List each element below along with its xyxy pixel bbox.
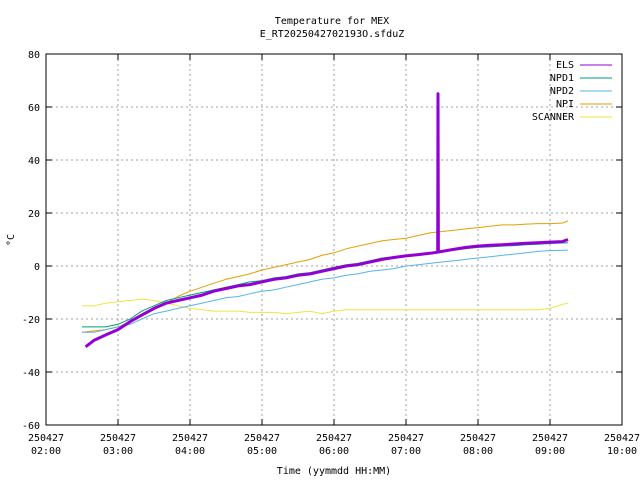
- y-tick-label: 60: [28, 103, 40, 114]
- legend-label-els: ELS: [556, 60, 574, 71]
- series-line-npd2: [82, 249, 569, 333]
- x-tick-time: 05:00: [247, 446, 277, 457]
- x-axis-ticks: 250427 02:00 250427 03:00 250427 04:00 250427 0…: [28, 54, 640, 457]
- x-tick-date: 250427: [316, 433, 352, 444]
- y-axis-label: °C: [6, 234, 17, 246]
- chart-title: Temperature for MEX: [275, 16, 389, 27]
- grid-lines: [46, 54, 622, 425]
- x-tick-date: 250427: [100, 433, 136, 444]
- x-tick-time: 10:00: [607, 446, 637, 457]
- y-tick-label: -60: [22, 421, 40, 432]
- x-tick-time: 09:00: [535, 446, 565, 457]
- plot-frame: [45, 53, 623, 426]
- y-tick-label: -20: [22, 315, 40, 326]
- x-tick-date: 250427: [388, 433, 424, 444]
- x-tick-time: 02:00: [31, 446, 61, 457]
- legend: ELS NPD1 NPD2 NPI SCANNER: [532, 60, 612, 123]
- x-tick-date: 250427: [28, 433, 64, 444]
- x-tick-time: 07:00: [391, 446, 421, 457]
- data-series: [81, 92, 569, 348]
- series-line-els: [84, 92, 569, 348]
- x-tick-time: 06:00: [319, 446, 349, 457]
- x-tick-date: 250427: [460, 433, 496, 444]
- legend-label-scanner: SCANNER: [532, 112, 575, 123]
- x-tick-date: 250427: [604, 433, 640, 444]
- y-tick-label: 20: [28, 209, 40, 220]
- y-tick-label: 40: [28, 156, 40, 167]
- x-tick-time: 04:00: [175, 446, 205, 457]
- x-tick-time: 03:00: [103, 446, 133, 457]
- x-tick-date: 250427: [244, 433, 280, 444]
- x-tick-date: 250427: [172, 433, 208, 444]
- legend-label-npd2: NPD2: [550, 86, 574, 97]
- series-line-npi: [81, 220, 569, 333]
- x-axis-label: Time (yymmdd HH:MM): [277, 466, 391, 477]
- series-line-npd1: [82, 242, 569, 328]
- y-tick-label: 0: [34, 262, 40, 273]
- x-tick-time: 08:00: [463, 446, 493, 457]
- y-axis-ticks: -60 -40 -20 0 20 40 60 80: [22, 50, 622, 432]
- legend-label-npd1: NPD1: [550, 73, 574, 84]
- x-tick-date: 250427: [532, 433, 568, 444]
- legend-label-npi: NPI: [556, 99, 574, 110]
- chart-subtitle: E_RT2025042702193O.sfduZ: [260, 29, 405, 40]
- y-tick-label: 80: [28, 50, 40, 61]
- y-tick-label: -40: [22, 368, 40, 379]
